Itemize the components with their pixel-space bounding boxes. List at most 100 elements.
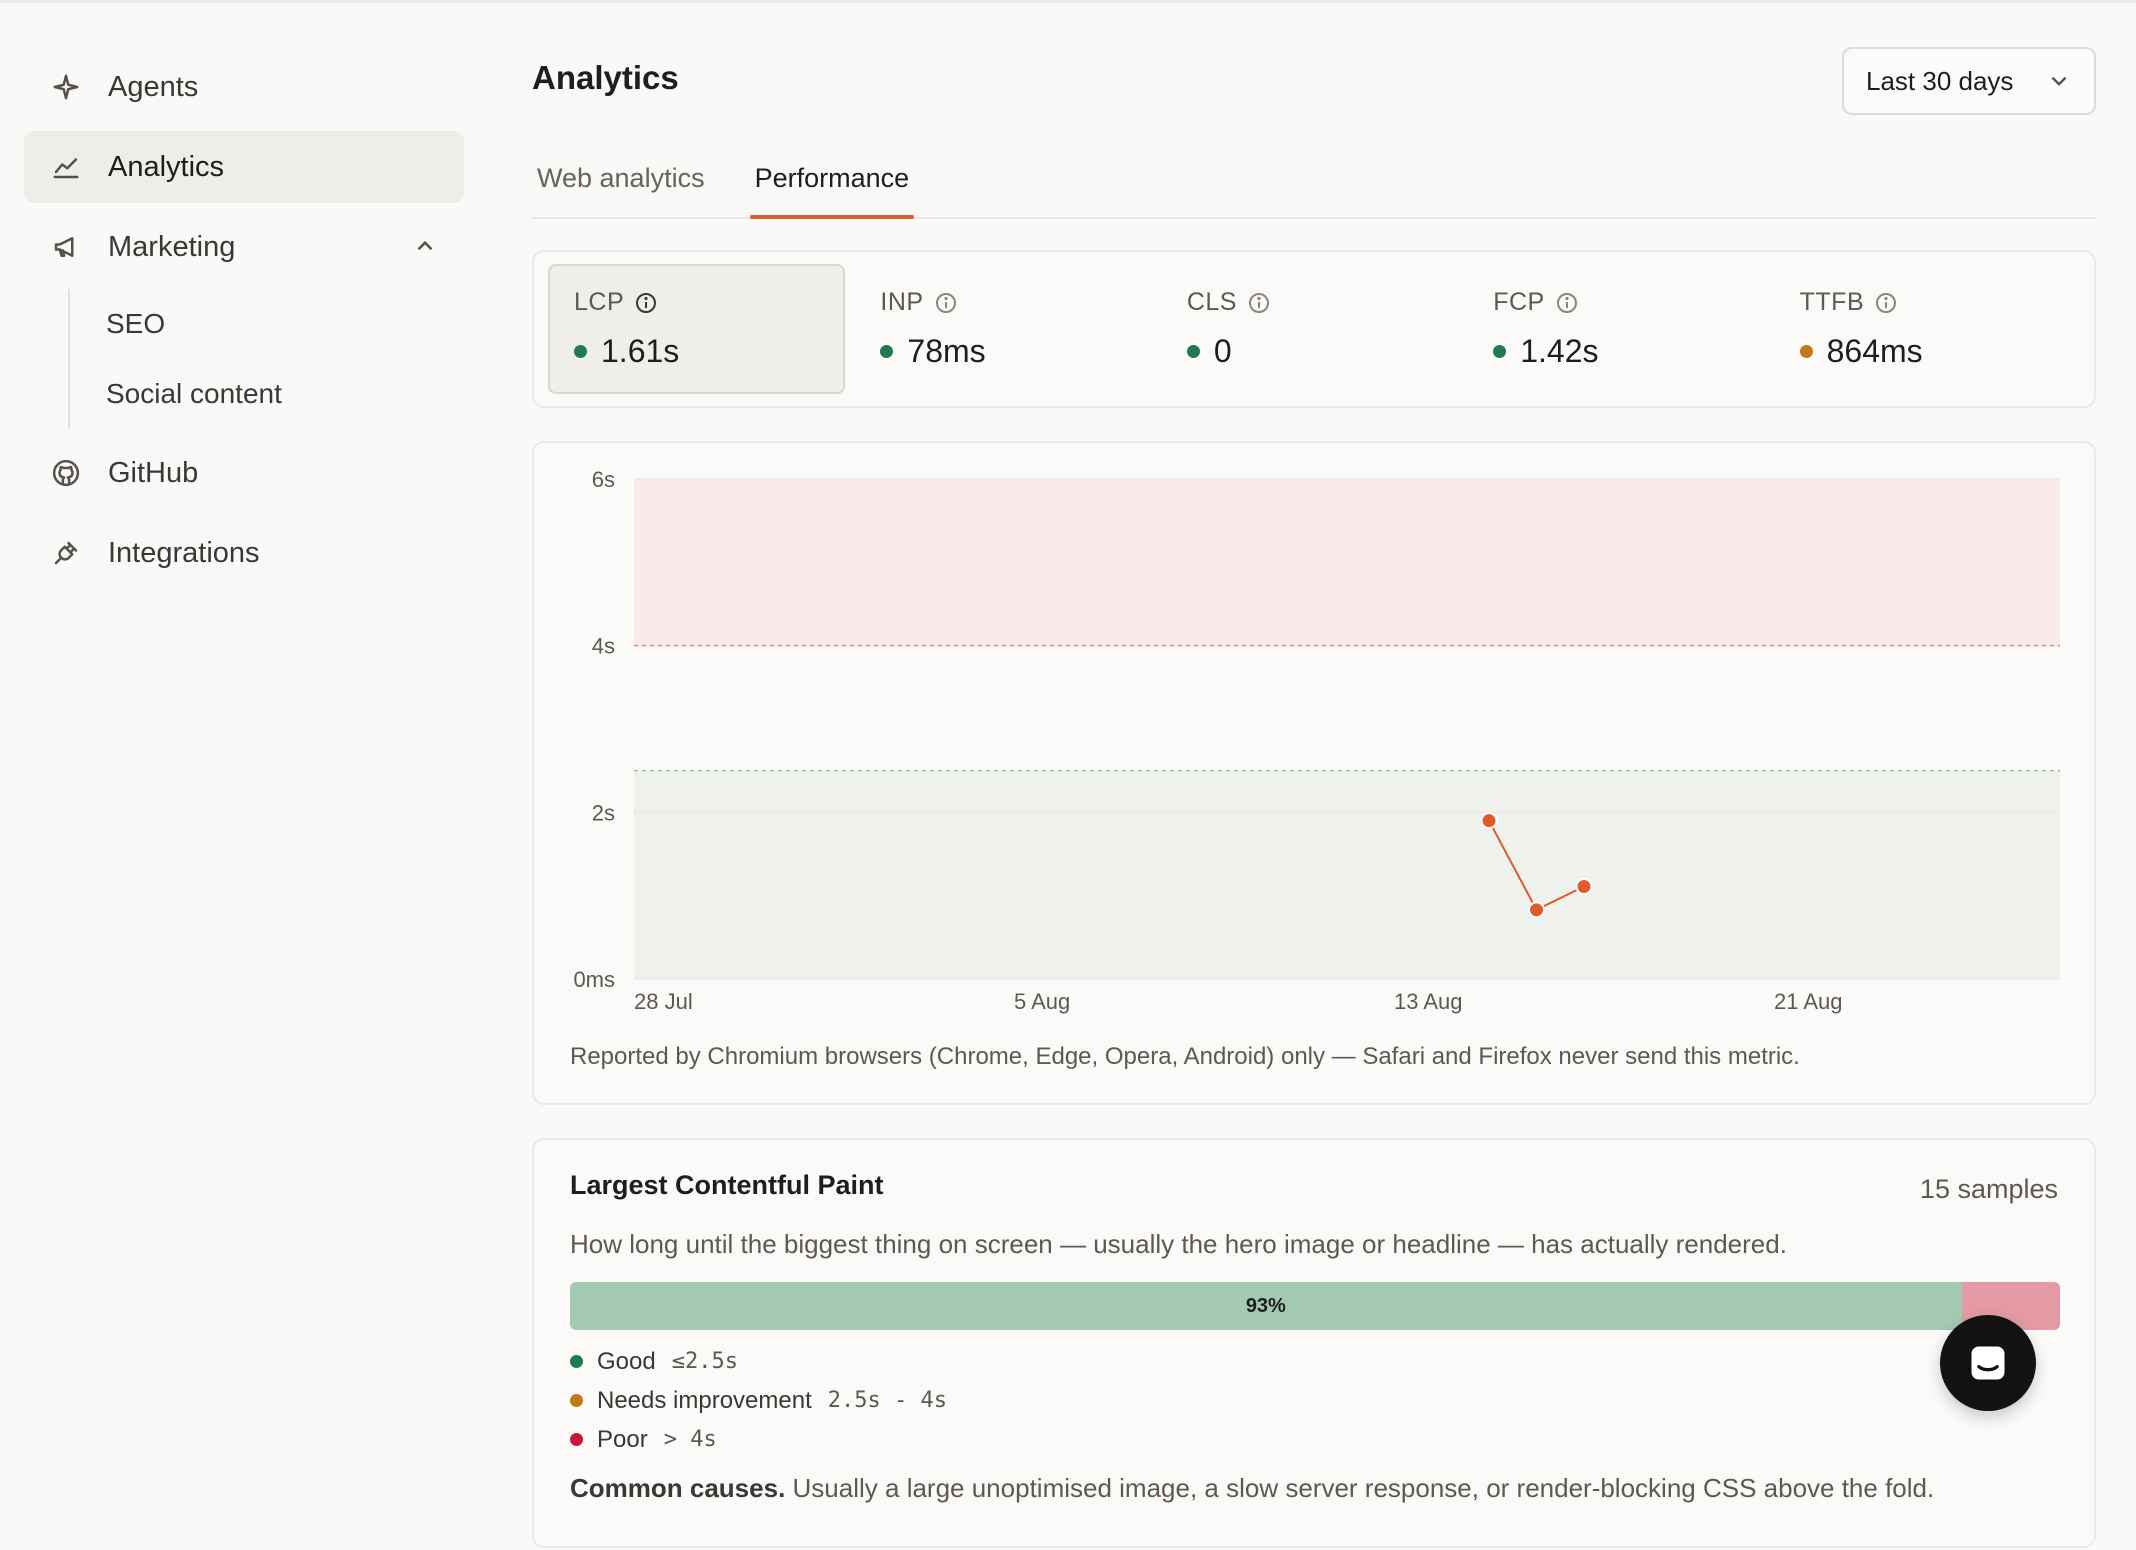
sidebar-item-marketing[interactable]: Marketing (24, 211, 464, 283)
sidebar-subitem-social-content[interactable]: Social content (106, 378, 282, 409)
metric-label: LCP (574, 288, 819, 317)
common-causes: Common causes. Usually a large unoptimis… (570, 1473, 2058, 1504)
lcp-data-point (1480, 812, 1498, 830)
metric-label-text: CLS (1186, 288, 1237, 316)
distribution-segment-good: 93% (570, 1282, 1962, 1330)
metric-label: CLS (1187, 288, 1432, 317)
metric-value-text: 864ms (1826, 333, 1923, 369)
metric-label: FCP (1493, 288, 1738, 317)
chart-footnote: Reported by Chromium browsers (Chrome, E… (570, 1043, 1800, 1070)
metric-tab-lcp[interactable]: LCP 1.61s (548, 264, 846, 394)
x-tick-label: 28 Jul (634, 989, 693, 1014)
sidebar: Agents Analytics Marketing SEO Social co… (24, 51, 464, 597)
legend-dot (570, 1433, 583, 1446)
status-dot (574, 345, 587, 358)
chevron-up-icon[interactable] (412, 233, 438, 259)
legend-range: ≤2.5s (671, 1349, 738, 1374)
tab-web-analytics[interactable]: Web analytics (537, 163, 705, 193)
legend-range: 2.5s - 4s (827, 1388, 947, 1413)
status-dot (1799, 345, 1813, 358)
metric-label-text: TTFB (1799, 288, 1865, 316)
y-tick-label: 6s (592, 467, 615, 492)
x-tick-label: 13 Aug (1394, 989, 1463, 1014)
megaphone-icon (50, 231, 82, 263)
sidebar-subitem-seo[interactable]: SEO (106, 308, 166, 339)
y-tick-label: 0ms (573, 967, 615, 992)
analytics-tabs: Web analytics Performance (532, 153, 2096, 219)
lcp-samples-count: 15 samples (1919, 1174, 2058, 1204)
metrics-card: LCP 1.61s INP 78ms CLS 0 FCP 1.42s TTFB 864ms (532, 250, 2096, 408)
metric-label: INP (880, 288, 1125, 317)
sidebar-item-github[interactable]: GitHub (24, 437, 464, 509)
date-range-select[interactable]: Last 30 days (1842, 47, 2096, 115)
sidebar-item-label: Marketing (108, 230, 236, 263)
tab-performance[interactable]: Performance (749, 153, 915, 219)
legend-dot (570, 1355, 583, 1368)
metric-value: 0 (1186, 333, 1432, 370)
metric-tab-inp[interactable]: INP 78ms (854, 264, 1151, 394)
metric-label-text: LCP (574, 288, 625, 316)
legend-label: Poor (597, 1425, 648, 1453)
metric-label-text: FCP (1493, 288, 1545, 316)
y-tick-label: 2s (592, 800, 615, 825)
legend-item-needs-improvement: Needs improvement 2.5s - 4s (570, 1381, 2058, 1420)
x-tick-label: 5 Aug (1014, 989, 1070, 1014)
y-tick-label: 4s (592, 634, 615, 659)
status-dot (1493, 345, 1507, 358)
metric-value: 1.42s (1493, 333, 1738, 370)
lcp-description: How long until the biggest thing on scre… (570, 1229, 1787, 1259)
sidebar-item-integrations[interactable]: Integrations (24, 517, 464, 589)
sidebar-item-label: Integrations (108, 536, 260, 569)
info-icon[interactable] (1874, 291, 1898, 315)
metric-value-text: 1.61s (601, 333, 680, 369)
legend-dot (570, 1394, 583, 1407)
metric-value-text: 78ms (907, 333, 986, 369)
metric-label: TTFB (1800, 288, 2045, 317)
x-tick-label: 21 Aug (1774, 989, 1843, 1014)
common-causes-text: Usually a large unoptimised image, a slo… (792, 1473, 1935, 1503)
metric-value-text: 0 (1213, 333, 1232, 369)
marketing-subnav: SEO Social content (68, 289, 464, 429)
lcp-details-card: Largest Contentful Paint 15 samples How … (532, 1138, 2096, 1548)
info-icon[interactable] (1247, 291, 1271, 315)
lcp-line-chart: 0ms 2s 4s 6s 28 Jul 5 Aug 13 Aug 21 Aug (573, 467, 2060, 1014)
info-icon[interactable] (1555, 291, 1579, 315)
metric-tab-ttfb[interactable]: TTFB 864ms (1774, 264, 2071, 394)
lcp-chart-card: 0ms 2s 4s 6s 28 Jul 5 Aug 13 Aug 21 Aug Reporte… (532, 441, 2096, 1105)
lcp-title: Largest Contentful Paint (570, 1170, 884, 1200)
info-icon[interactable] (634, 291, 658, 315)
line-chart-icon (50, 151, 82, 183)
poor-zone (634, 479, 2060, 646)
metric-tab-cls[interactable]: CLS 0 (1161, 264, 1458, 394)
sidebar-item-label: GitHub (108, 456, 199, 489)
lcp-data-point (1528, 901, 1545, 919)
good-zone (634, 770, 2060, 979)
chevron-down-icon (2046, 68, 2072, 94)
metric-value: 864ms (1799, 333, 2045, 370)
sidebar-item-analytics[interactable]: Analytics (24, 131, 464, 203)
metric-tab-fcp[interactable]: FCP 1.42s (1467, 264, 1764, 394)
legend-item-good: Good ≤2.5s (570, 1342, 2058, 1381)
status-dot (880, 345, 894, 358)
page-title: Analytics (532, 59, 679, 96)
sidebar-item-label: Agents (108, 70, 199, 103)
legend-range: > 4s (663, 1427, 717, 1452)
metric-label-text: INP (880, 288, 924, 316)
legend-label: Needs improvement (597, 1386, 812, 1414)
chat-icon (1971, 1346, 2005, 1380)
sidebar-item-agents[interactable]: Agents (24, 51, 464, 123)
lcp-data-point (1575, 878, 1593, 895)
lcp-legend: Good ≤2.5s Needs improvement 2.5s - 4s Poor >… (570, 1342, 2058, 1459)
chat-launcher-button[interactable] (1940, 1315, 2036, 1411)
legend-item-poor: Poor > 4s (570, 1420, 2058, 1459)
metric-value: 1.61s (574, 333, 819, 370)
sparkle-icon (50, 71, 82, 103)
info-icon[interactable] (934, 291, 958, 315)
sidebar-item-label: Analytics (108, 150, 225, 183)
lcp-distribution-bar: 93% (570, 1282, 2060, 1330)
common-causes-label: Common causes. (570, 1473, 786, 1503)
legend-label: Good (597, 1347, 656, 1375)
github-icon (50, 457, 82, 489)
date-range-value: Last 30 days (1866, 65, 2014, 96)
metric-value-text: 1.42s (1520, 333, 1599, 369)
